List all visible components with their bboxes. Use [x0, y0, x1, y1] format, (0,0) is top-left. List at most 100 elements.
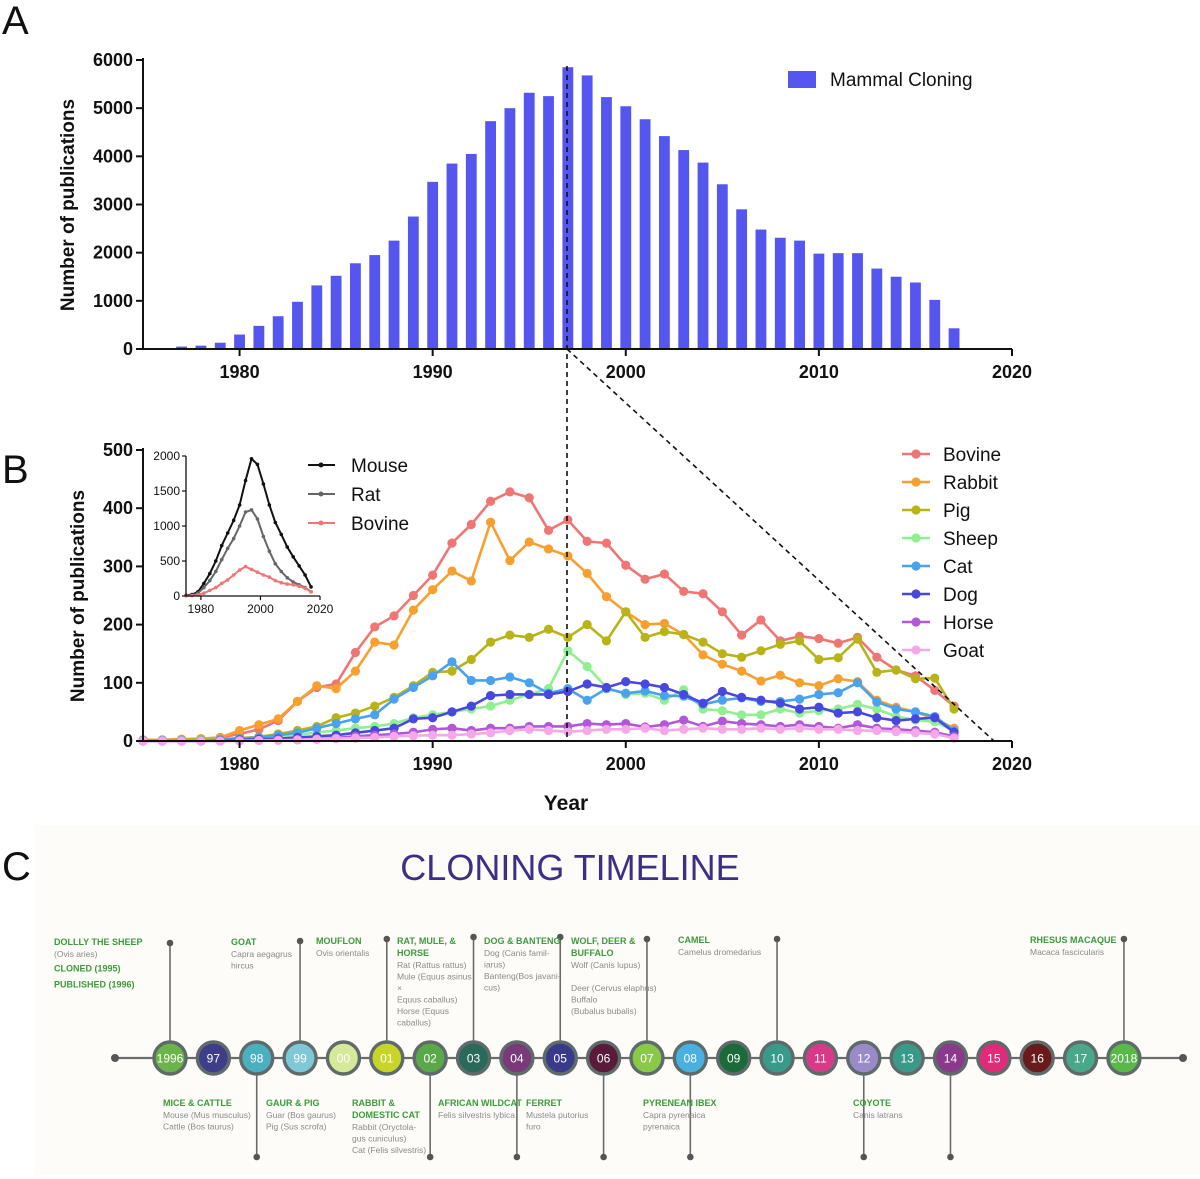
timeline-year-circle-00: [325, 1040, 362, 1076]
timeline-event-top-4-detail-0: Dog (Canis famil-: [484, 948, 550, 958]
panel-label-c: C: [2, 845, 31, 889]
timeline-event-top-1-title-0: GOAT: [231, 937, 257, 947]
panel-a-xtick-label-2020: 2020: [992, 362, 1032, 382]
timeline-event-top-0-extra-1: PUBLISHED (1996): [54, 980, 135, 990]
inset-point-rat-1989: [225, 546, 230, 551]
point-bovine-2003: [679, 586, 689, 597]
point-bovine-1986: [350, 647, 361, 658]
bar-2009: [794, 240, 805, 349]
timeline-year-label-04: 04: [510, 1052, 524, 1066]
point-dog-1997: [563, 686, 573, 697]
bar-1982: [272, 316, 284, 349]
point-cat-1984: [312, 723, 322, 733]
inset-legend-label-bovine: Bovine: [351, 514, 409, 535]
inset-point-mouse-1991: [231, 518, 236, 523]
point-dog-1991: [447, 707, 457, 717]
panel-a-ytick-label-5000: 5000: [93, 98, 133, 118]
inset-point-bovine-1983: [208, 588, 212, 593]
timeline-end-dot: [1179, 1054, 1187, 1062]
panel-b-xlabel: Year: [544, 792, 588, 815]
point-pig-2001: [640, 632, 650, 643]
point-horse-1991: [447, 723, 457, 733]
inset-ytick-label-0: 0: [173, 589, 180, 603]
point-goat-2014: [891, 727, 901, 737]
inset-point-bovine-2005: [273, 578, 278, 583]
timeline-event-top-3-title-0: RAT, MULE, &: [397, 936, 456, 946]
timeline-event-top-1-detail-1: hircus: [231, 961, 254, 971]
timeline-event-top-5-detail-2: Deer (Cervus elaphus): [571, 983, 657, 993]
bar-2001: [639, 119, 651, 350]
cloning-timeline: CLONING TIMELINE 1996 97 98 99 00 01 02 03 04 05 0…: [35, 825, 1200, 1175]
timeline-year-label-10: 10: [770, 1052, 784, 1066]
point-cat-1991: [447, 657, 457, 667]
point-rabbit-2010: [814, 681, 824, 691]
point-dog-1989: [408, 714, 418, 724]
panel-b-xtick-label-2010: 2010: [799, 754, 839, 774]
point-pig-1994: [505, 630, 515, 640]
timeline-stem-bottom-dot-6: [426, 1153, 434, 1161]
bar-1989: [407, 216, 419, 349]
timeline-year-label-01: 01: [380, 1052, 394, 1066]
legend-label-bovine: Bovine: [943, 445, 1001, 466]
inset-point-rat-1987: [219, 557, 224, 562]
point-bovine-2010: [814, 633, 824, 644]
point-dog-2004: [698, 698, 708, 708]
inset-ytick-label-1000: 1000: [153, 519, 180, 533]
panel-a-ytick-label-4000: 4000: [93, 146, 133, 166]
point-rabbit-1996: [543, 544, 554, 554]
point-pig-2009: [794, 636, 805, 646]
point-cat-2014: [891, 704, 901, 714]
point-goat-1995: [524, 724, 534, 734]
panel-a-chart: Number of publications Mammal Cloning 0 1…: [58, 50, 1032, 382]
inset-point-rat-2007: [279, 569, 284, 574]
point-rabbit-1991: [447, 566, 457, 576]
inset-point-bovine-1991: [231, 573, 236, 577]
legend-marker-rabbit: [911, 477, 921, 487]
point-goat-2001: [640, 723, 650, 733]
point-goat-1991: [447, 730, 457, 740]
timeline-year-circle-06: [585, 1040, 622, 1076]
timeline-event-top-3-title-1: HORSE: [397, 948, 429, 958]
point-dog-2016: [930, 713, 940, 723]
timeline-event-top-6-title-0: CAMEL: [678, 935, 710, 945]
bar-1994: [504, 108, 516, 350]
legend-label-sheep: Sheep: [943, 529, 998, 550]
inset-legend-marker-mouse: [318, 462, 324, 468]
point-bovine-1998: [582, 536, 592, 546]
timeline-event-top-5-title-1: BUFFALO: [571, 948, 614, 958]
panel-label-b: B: [2, 448, 29, 492]
point-dog-2001: [640, 679, 650, 689]
timeline-year-label-00: 00: [337, 1052, 351, 1066]
timeline-stem-bottom-dot-18: [947, 1153, 954, 1161]
legend-label-pig: Pig: [943, 501, 970, 522]
point-sheep-2012: [852, 699, 863, 709]
point-rabbit-1980: [234, 725, 245, 736]
panel-b-xtick-label-1990: 1990: [413, 754, 453, 774]
inset-point-mouse-1985: [213, 559, 218, 563]
bar-2015: [910, 282, 921, 349]
point-pig-2016: [930, 673, 940, 683]
point-dog-1990: [428, 713, 438, 723]
legend-marker-bovine: [911, 449, 921, 459]
point-pig-2007: [756, 646, 766, 656]
point-pig-1996: [543, 624, 554, 634]
legend-marker-pig: [911, 505, 921, 515]
legend-label-cat: Cat: [943, 557, 973, 578]
point-rabbit-1993: [486, 517, 496, 527]
panel-b-xtick-label-2020: 2020: [992, 754, 1032, 774]
point-dog-2010: [814, 702, 824, 712]
inset-point-rat-1999: [255, 517, 260, 521]
inset-point-rat-1981: [202, 585, 206, 590]
inset-point-rat-1995: [243, 510, 248, 514]
inset-point-bovine-1987: [219, 581, 224, 586]
inset-point-mouse-2001: [261, 482, 266, 486]
point-horse-2005: [717, 716, 727, 726]
point-sheep-1993: [486, 701, 496, 711]
point-rabbit-1992: [466, 576, 476, 586]
inset-point-mouse-2003: [267, 503, 272, 507]
inset-point-rat-1997: [249, 508, 254, 512]
timeline-event-bottom-4-detail-0: Mustela putorius: [526, 1110, 588, 1120]
inset-point-bovine-2011: [291, 583, 296, 587]
timeline-event-bottom-3-detail-0: Felis silvestris lybica: [438, 1110, 515, 1120]
point-goat-1998: [582, 725, 592, 736]
